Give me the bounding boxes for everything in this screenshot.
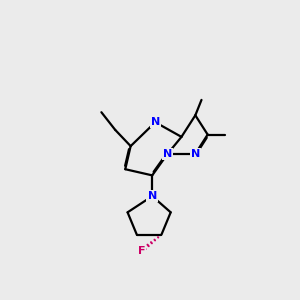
Text: N: N (151, 117, 160, 127)
Text: N: N (191, 149, 200, 159)
Text: F: F (138, 246, 145, 256)
Text: N: N (148, 191, 157, 201)
Text: N: N (163, 149, 172, 159)
